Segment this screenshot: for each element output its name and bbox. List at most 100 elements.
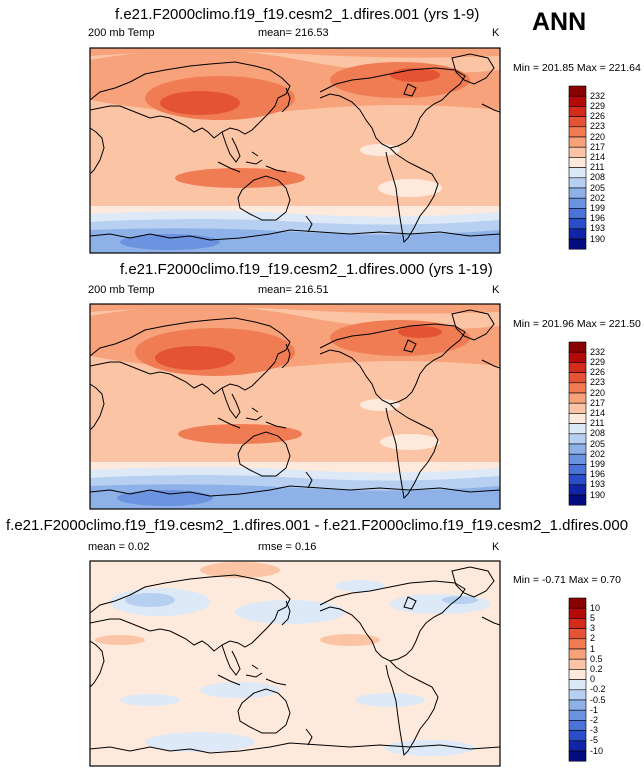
colorbar-box: [568, 351, 587, 363]
colorbar-tick-label: 196: [590, 469, 606, 480]
colorbar-box: [568, 750, 587, 762]
panel-3-map: [90, 561, 500, 766]
colorbar-tick-label: 205: [590, 438, 606, 449]
colorbar-panel-2: [568, 341, 587, 506]
colorbar-box: [568, 95, 587, 107]
colorbar-tick-label: 208: [590, 428, 606, 439]
panel-1-map: [90, 48, 500, 253]
panel-1-variable-label: 200 mb Temp: [88, 27, 155, 39]
colorbar-tick-label: 2: [590, 633, 596, 644]
colorbar-tick-label: 202: [590, 448, 606, 459]
panel-3-title: f.e21.F2000climo.f19_f19.cesm2_1.dfires.…: [6, 517, 629, 534]
colorbar-tick-label: 223: [590, 377, 606, 388]
colorbar-box: [568, 689, 587, 701]
colorbar-tick-label: 0.2: [590, 663, 603, 674]
colorbar-tick-label: 205: [590, 182, 606, 193]
panel-3-rmse: rmse = 0.16: [258, 541, 317, 553]
colorbar-box: [568, 423, 587, 435]
panel-2-map: [90, 304, 500, 509]
colorbar-tick-label: 229: [590, 356, 606, 367]
colorbar-box: [568, 392, 587, 404]
colorbar-tick-label: -5: [590, 735, 599, 746]
panel-1-minmax: Min = 201.85 Max = 221.64: [513, 62, 641, 74]
colorbar-box: [568, 443, 587, 455]
colorbar-box: [568, 628, 587, 640]
colorbar-box: [568, 699, 587, 711]
colorbar-tick-label: 3: [590, 623, 596, 634]
panel-1-mean: mean= 216.53: [258, 27, 329, 39]
season-label: ANN: [532, 8, 587, 36]
colorbar-box: [568, 238, 587, 250]
colorbar-box: [568, 638, 587, 650]
colorbar-tick-label: -3: [590, 725, 599, 736]
colorbar-tick-label: 211: [590, 162, 605, 173]
colorbar-tick-label: 226: [590, 111, 606, 122]
colorbar-tick-label: 193: [590, 223, 606, 234]
colorbar-tick-label: 217: [590, 397, 606, 408]
colorbar-box: [568, 709, 587, 721]
colorbar-tick-label: 199: [590, 202, 606, 213]
colorbar-box: [568, 187, 587, 199]
colorbar-tick-label: 199: [590, 458, 606, 469]
colorbar-tick-label: 190: [590, 489, 606, 500]
colorbar-tick-label: 232: [590, 90, 606, 101]
colorbar-tick-label: -0.5: [590, 694, 606, 705]
colorbar-tick-label: -0.2: [590, 684, 606, 695]
colorbar-box: [568, 658, 587, 670]
colorbar-box: [568, 618, 587, 629]
panel-2-frame: [89, 303, 501, 510]
colorbar-box: [568, 433, 587, 445]
colorbar-tick-label: 214: [590, 407, 606, 418]
colorbar-tick-label: 211: [590, 418, 605, 429]
colorbar-box: [568, 648, 587, 660]
colorbar-box: [568, 197, 587, 209]
colorbar-box: [568, 720, 587, 731]
panel-3-mean: mean = 0.02: [88, 541, 150, 553]
colorbar-tick-label: 220: [590, 131, 606, 142]
colorbar-tick-label: -1: [590, 704, 599, 715]
colorbar-box: [568, 464, 587, 475]
panel-2-minmax: Min = 201.96 Max = 221.50: [513, 318, 641, 330]
colorbar-box: [568, 679, 587, 691]
colorbar-tick-label: 5: [590, 612, 596, 623]
colorbar-box: [568, 607, 587, 619]
panel-2-variable-label: 200 mb Temp: [88, 284, 155, 296]
colorbar-tick-label: 229: [590, 100, 606, 111]
colorbar-tick-label: 190: [590, 233, 606, 244]
colorbar-tick-label: -10: [590, 745, 604, 756]
colorbar-box: [568, 740, 587, 752]
panel-2-unit: K: [492, 284, 500, 296]
colorbar-box: [568, 116, 587, 128]
panel-3-minmax: Min = -0.71 Max = 0.70: [513, 574, 621, 586]
colorbar-box: [568, 669, 587, 680]
colorbar-tick-label: -2: [590, 714, 599, 725]
colorbar-panel-3: [568, 597, 587, 762]
colorbar-tick-label: 220: [590, 387, 606, 398]
colorbar-tick-label: 226: [590, 367, 606, 378]
colorbar-box: [568, 218, 587, 230]
colorbar-box: [568, 453, 587, 465]
colorbar-tick-label: 208: [590, 172, 606, 183]
panel-3-frame: [89, 560, 501, 767]
colorbar-box: [568, 494, 587, 506]
colorbar-box: [568, 382, 587, 394]
colorbar-box: [568, 228, 587, 240]
colorbar-box: [568, 484, 587, 496]
colorbar-box: [568, 362, 587, 373]
colorbar-box: [568, 126, 587, 138]
colorbar-box: [568, 402, 587, 414]
colorbar-box: [568, 146, 587, 158]
colorbar-tick-label: 0: [590, 674, 596, 685]
colorbar-panel-1: [568, 85, 587, 250]
colorbar-box: [568, 157, 587, 168]
colorbar-box: [568, 413, 587, 424]
colorbar-tick-label: 232: [590, 346, 606, 357]
colorbar-box: [568, 106, 587, 117]
colorbar-box: [568, 597, 587, 609]
colorbar-tick-label: 202: [590, 192, 606, 203]
panel-1-title: f.e21.F2000climo.f19_f19.cesm2_1.dfires.…: [115, 6, 480, 23]
panel-2-mean: mean= 216.51: [258, 284, 329, 296]
colorbar-tick-label: 0.5: [590, 653, 603, 664]
colorbar-tick-label: 1: [590, 643, 596, 654]
colorbar-box: [568, 136, 587, 148]
